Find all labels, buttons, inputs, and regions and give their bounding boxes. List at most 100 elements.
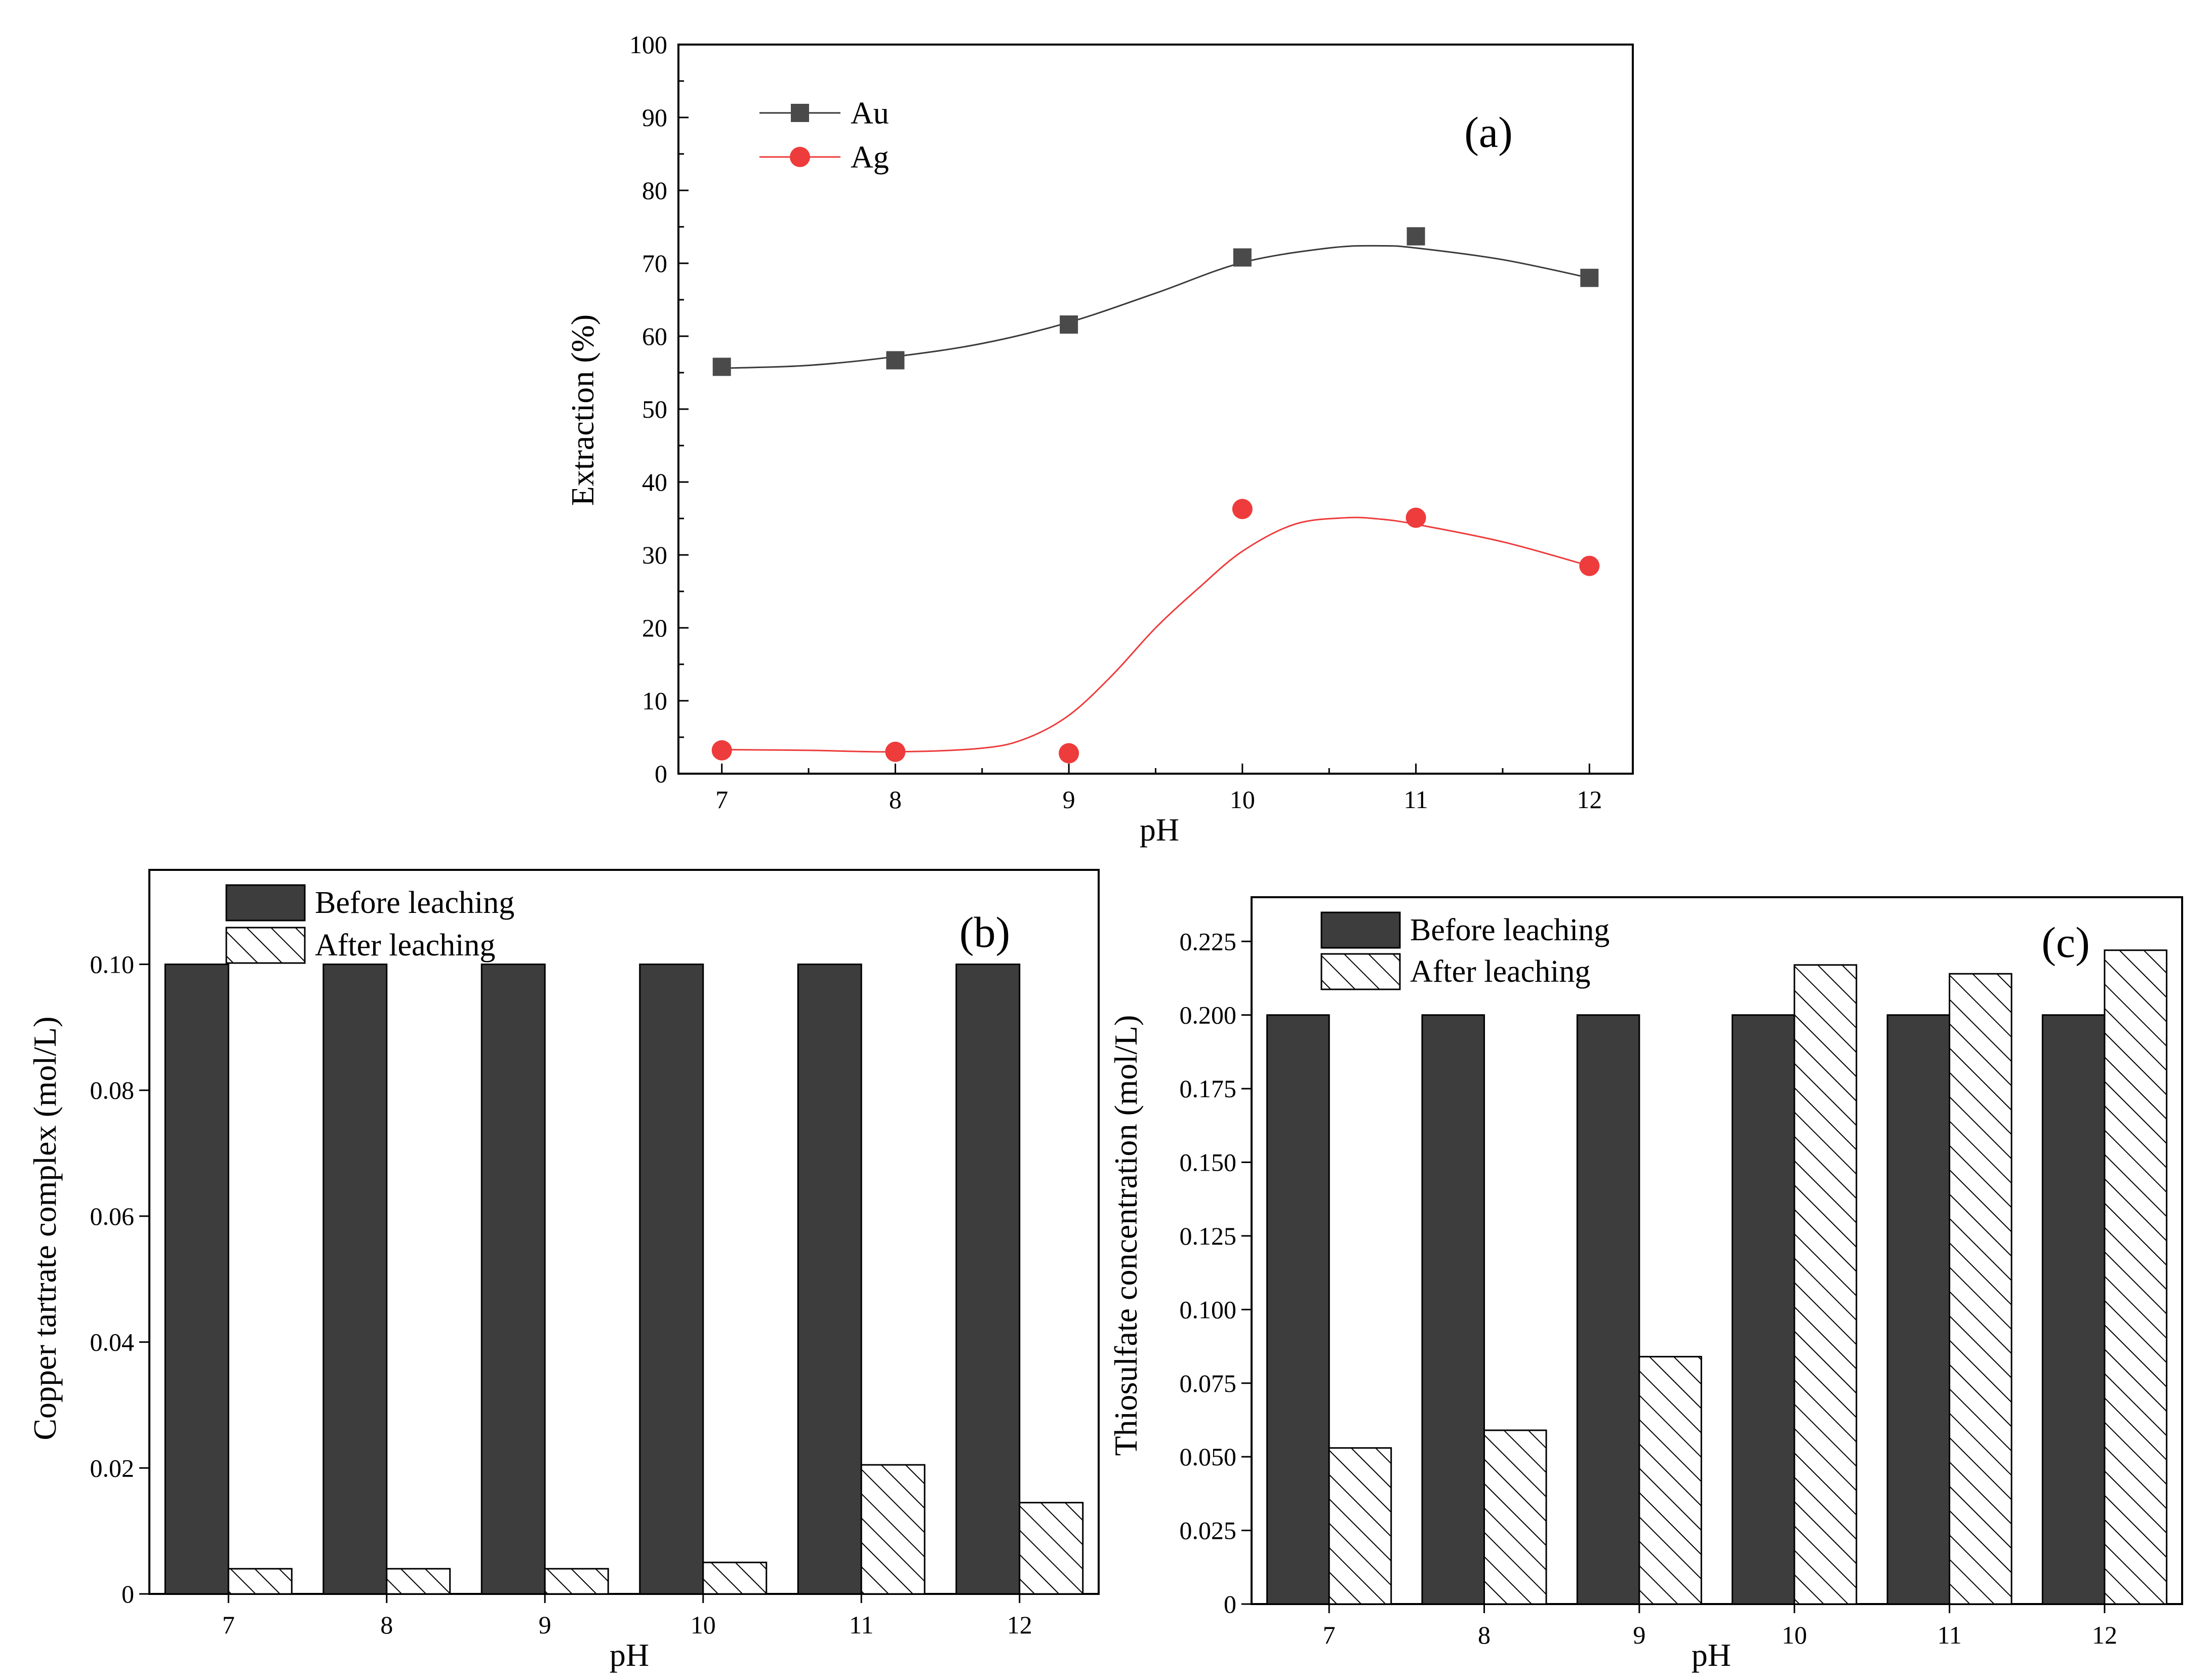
legend-b-after-label: After leaching <box>315 928 495 963</box>
panel-a-extraction-chart: 0 10 20 30 40 50 60 70 80 90 100 7 8 9 10 11 12 pH Extra… <box>565 30 1634 848</box>
panel-a-point-au <box>712 357 731 376</box>
panel-b-bar-before <box>639 964 704 1595</box>
panel-b-y-tick-label: 0.10 <box>90 950 135 979</box>
panel-b-bar-before <box>797 964 862 1595</box>
panel-a-y-tick-label: 30 <box>642 541 667 569</box>
panel-c-bar-before <box>1576 1014 1640 1605</box>
panel-a-y-tick-label: 80 <box>642 176 667 205</box>
panel-a-y-tick-label: 10 <box>642 687 667 715</box>
panel-b-y-tick-label: 0 <box>122 1580 134 1608</box>
legend-c-after-label: After leaching <box>1410 954 1590 989</box>
panel-c-bar-before <box>2041 1014 2106 1605</box>
panel-c-y-axis-label: Thiosulfate concentration (mol/L) <box>1108 1015 1144 1456</box>
legend-c-before-swatch <box>1320 911 1401 949</box>
panel-a-point-au <box>1580 268 1599 287</box>
panel-c-bar-after <box>1328 1447 1392 1605</box>
panel-b-axis-ticks: 0 0.02 0.04 0.06 0.08 0.10 7 8 9 10 11 12 <box>90 950 1032 1639</box>
panel-b-y-tick-label: 0.08 <box>90 1076 135 1104</box>
panel-b-bars <box>164 964 1084 1595</box>
legend-ag-label: Ag <box>851 140 889 175</box>
panel-a-point-ag <box>711 740 732 761</box>
panel-c-y-tick-label: 0.025 <box>1180 1516 1237 1545</box>
panel-b-copper-tartrate-chart: 0 0.02 0.04 0.06 0.08 0.10 7 8 9 10 11 12 pH Copper… <box>27 869 1100 1673</box>
panel-c-bar-after <box>1949 973 2013 1605</box>
panel-c-x-tick-label: 7 <box>1323 1621 1336 1649</box>
legend-au-marker <box>791 104 809 122</box>
panel-a-fit-curves <box>721 245 1590 753</box>
panel-a-y-tick-label: 20 <box>642 614 667 642</box>
panel-c-bar-before <box>1421 1014 1485 1605</box>
panel-c-y-tick-label: 0.125 <box>1180 1222 1237 1250</box>
panel-b-x-tick-label: 12 <box>1007 1611 1032 1639</box>
panel-c-axis-ticks: 0 0.025 0.050 0.075 0.100 0.125 0.150 0.175 0.20… <box>1180 927 2117 1649</box>
panel-c-x-tick-label: 11 <box>1937 1621 1961 1649</box>
panel-b-x-tick-label: 7 <box>222 1611 235 1639</box>
panel-b-x-axis-label: pH <box>610 1637 649 1673</box>
panel-c-x-tick-label: 12 <box>2092 1621 2117 1649</box>
legend-au-label: Au <box>851 96 889 131</box>
panel-c-frame <box>1251 896 2183 1605</box>
panel-b-bar-before <box>955 964 1021 1595</box>
panel-c-x-tick-label: 10 <box>1782 1621 1807 1649</box>
panel-b-bar-after <box>702 1562 768 1595</box>
panel-c-bar-before <box>1266 1014 1330 1605</box>
panel-b-bar-after <box>227 1568 293 1595</box>
panel-c-bar-after <box>1483 1429 1547 1605</box>
panel-b-x-tick-label: 10 <box>691 1611 716 1639</box>
panel-b-y-tick-label: 0.04 <box>90 1328 135 1356</box>
panel-c-y-tick-label: 0.100 <box>1180 1295 1237 1324</box>
panel-a-y-tick-label: 100 <box>629 30 667 59</box>
panel-c-bar-before <box>1886 1014 1950 1605</box>
panel-a-y-tick-label: 0 <box>655 759 667 788</box>
panel-b-frame <box>148 869 1100 1595</box>
panel-c-plot-area <box>1251 896 2183 1605</box>
panel-c-bar-before <box>1732 1014 1795 1605</box>
panel-c-y-tick-label: 0.225 <box>1180 927 1237 955</box>
panel-a-point-au <box>1406 227 1425 246</box>
panel-a-axis-ticks: 0 10 20 30 40 50 60 70 80 90 100 7 8 9 10 11 12 <box>629 30 1602 814</box>
panel-a-fit-curve-ag <box>721 516 1590 753</box>
panel-a-point-au <box>1060 315 1078 334</box>
panel-c-letter: (c) <box>2041 918 2089 967</box>
panel-a-point-ag <box>1579 555 1600 576</box>
legend-b-after-swatch <box>225 927 306 964</box>
panel-a-point-au <box>1233 248 1252 267</box>
panel-a-x-tick-label: 10 <box>1230 785 1255 814</box>
panel-a-y-tick-label: 40 <box>642 468 667 496</box>
panel-a-point-ag <box>1059 743 1079 764</box>
panel-a-x-tick-label: 12 <box>1577 785 1602 814</box>
panel-c-x-tick-label: 8 <box>1478 1621 1491 1649</box>
panel-b-x-tick-label: 8 <box>380 1611 393 1639</box>
panel-b-bar-after <box>544 1568 609 1595</box>
panel-c-bar-after <box>1638 1355 1702 1605</box>
panel-a-data-points <box>711 227 1600 764</box>
legend-b-before-label: Before leaching <box>315 886 514 920</box>
panel-b-x-tick-label: 9 <box>539 1611 551 1639</box>
panel-c-legend: Before leaching After leaching <box>1320 911 1610 990</box>
panel-a-x-tick-label: 11 <box>1404 785 1428 814</box>
panel-c-bars <box>1266 949 2167 1605</box>
panel-b-bar-before <box>323 964 388 1595</box>
panel-a-letter: (a) <box>1464 108 1512 156</box>
panel-a-x-tick-label: 7 <box>715 785 728 814</box>
legend-ag-marker <box>790 147 810 167</box>
legend-c-before-label: Before leaching <box>1410 913 1610 947</box>
panel-c-y-tick-label: 0.200 <box>1180 1001 1237 1029</box>
panel-b-bar-before <box>480 964 546 1595</box>
panel-a-point-au <box>886 351 905 370</box>
panel-a-legend: Au Ag <box>759 96 889 175</box>
panel-c-x-axis-label: pH <box>1692 1637 1731 1673</box>
panel-a-point-ag <box>1405 507 1426 528</box>
panel-b-x-tick-label: 11 <box>849 1611 873 1639</box>
panel-a-y-axis-label: Extraction (%) <box>565 314 600 506</box>
panel-b-y-axis-label: Copper tartrate complex (mol/L) <box>27 1016 63 1440</box>
panel-a-y-tick-label: 70 <box>642 249 667 277</box>
panel-a-y-tick-label: 60 <box>642 322 667 350</box>
panel-b-letter: (b) <box>959 908 1010 956</box>
panel-a-y-tick-label: 50 <box>642 395 667 423</box>
panel-a-fit-curve-au <box>721 245 1590 369</box>
panel-a-x-axis-label: pH <box>1140 812 1179 848</box>
panel-a-x-tick-label: 9 <box>1063 785 1075 814</box>
panel-b-bar-after <box>1019 1502 1084 1595</box>
